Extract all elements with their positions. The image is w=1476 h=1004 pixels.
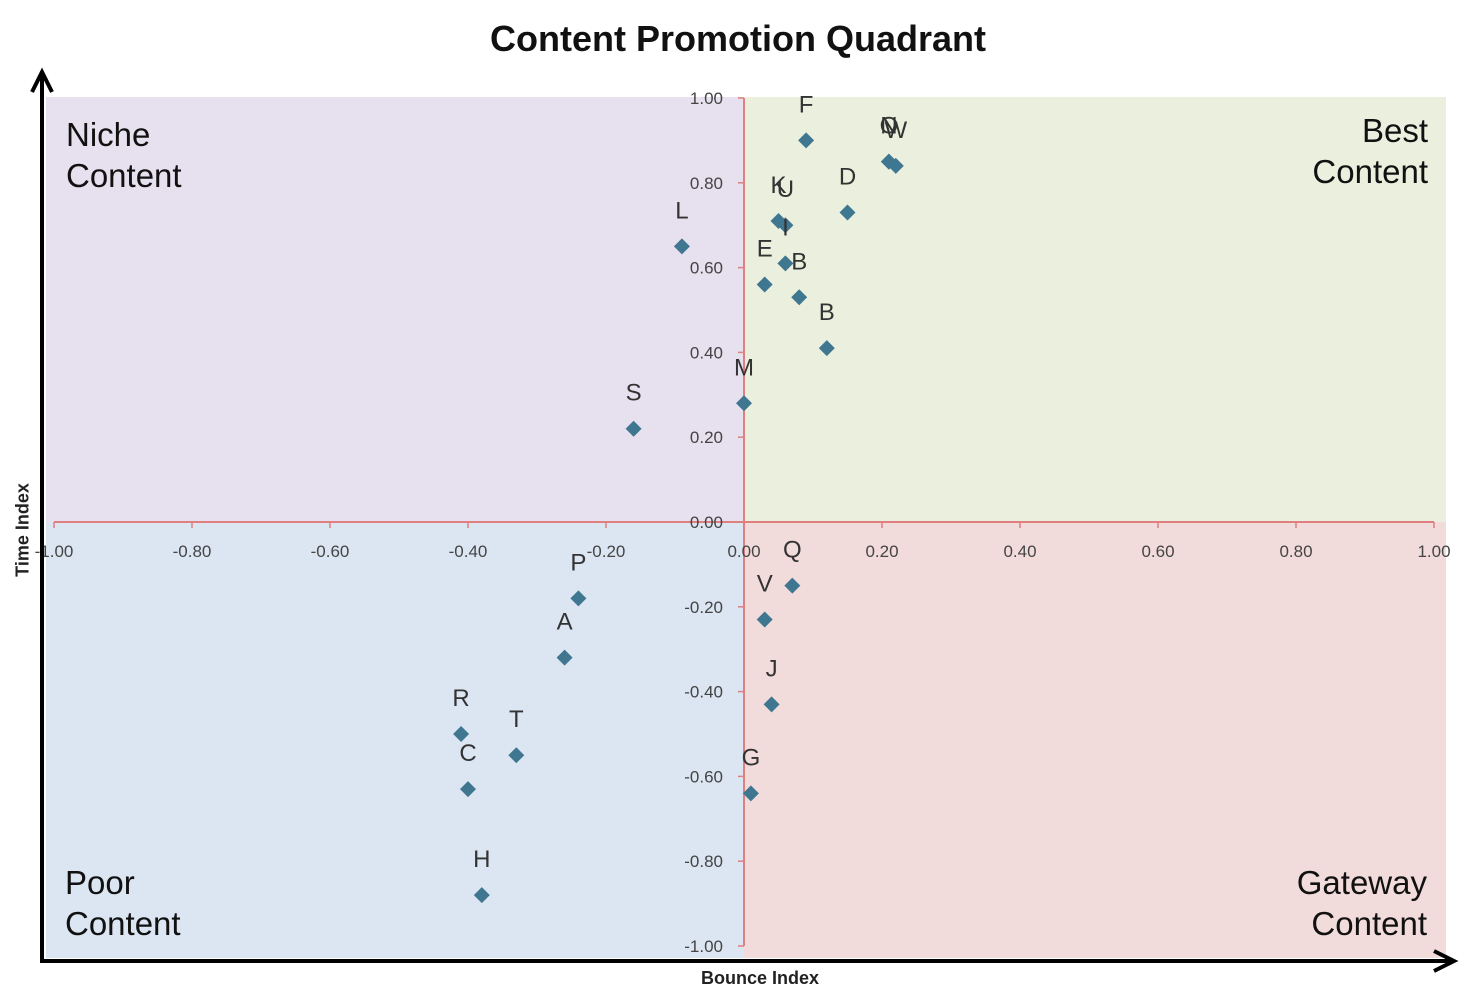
quadrant-label-gateway: Gateway Content — [1296, 864, 1427, 942]
data-point — [791, 289, 808, 306]
chart-title: Content Promotion Quadrant — [490, 18, 986, 59]
quadrant-best-bg — [744, 97, 1446, 522]
y-tick-label: 0.00 — [690, 513, 723, 532]
x-tick-label: 0.40 — [1003, 542, 1036, 561]
data-point-label: Q — [783, 537, 802, 564]
quadrant-gateway-bg — [744, 522, 1446, 958]
data-point-label: B — [819, 299, 835, 326]
x-tick-label: 1.00 — [1417, 542, 1450, 561]
x-tick-label: -1.00 — [35, 542, 74, 561]
data-point-label: S — [626, 380, 642, 407]
data-point-label: L — [675, 197, 688, 224]
data-point — [473, 887, 490, 904]
x-tick-label: 0.00 — [727, 542, 760, 561]
data-point — [784, 577, 801, 594]
data-point — [460, 781, 476, 798]
data-point-label: B — [791, 248, 807, 275]
data-point-label: D — [839, 163, 856, 190]
quadrant-label-poor: Poor Content — [65, 864, 181, 942]
data-point — [777, 255, 794, 272]
y-tick-label: 0.20 — [690, 428, 723, 447]
quadrant-niche-bg — [46, 97, 744, 522]
x-tick-label: -0.40 — [449, 542, 488, 561]
x-tick-label: -0.80 — [173, 542, 212, 561]
data-point — [570, 590, 587, 607]
y-tick-label: 0.60 — [690, 259, 723, 278]
data-point-label: R — [452, 685, 469, 712]
data-point-label: J — [766, 655, 778, 682]
data-point — [673, 238, 690, 255]
data-point-label: O — [880, 113, 899, 140]
y-tick-label: 0.80 — [690, 174, 723, 193]
data-point-label: N — [880, 113, 897, 140]
data-point-label: M — [734, 354, 754, 381]
data-point — [556, 649, 573, 666]
data-point — [756, 276, 773, 293]
quadrant-poor-bg — [46, 522, 744, 958]
data-point-label: K — [770, 172, 786, 199]
y-axis-title: Time Index — [12, 483, 33, 577]
data-point — [756, 611, 773, 628]
x-axis-title: Bounce Index — [700, 968, 820, 988]
x-tick-label: 0.60 — [1141, 542, 1174, 561]
y-tick-label: -0.80 — [684, 852, 723, 871]
x-tick-label: 0.80 — [1279, 542, 1312, 561]
data-point — [453, 726, 470, 742]
data-point-label: G — [742, 744, 761, 771]
x-axis-arrowhead — [1433, 949, 1459, 973]
data-point — [818, 340, 835, 357]
data-point — [508, 747, 525, 764]
data-point-label: C — [459, 740, 476, 767]
data-point-label: A — [557, 609, 573, 636]
data-point-label: H — [473, 846, 490, 873]
data-point-label: U — [777, 176, 794, 203]
quadrant-label-niche: Niche Content — [66, 116, 182, 194]
data-point-label: W — [884, 117, 907, 144]
data-point-label: T — [509, 706, 524, 733]
data-point-label: V — [757, 571, 773, 598]
y-tick-label: -0.60 — [684, 767, 723, 786]
data-point — [742, 785, 759, 802]
data-point — [880, 153, 897, 170]
x-tick-label: 0.20 — [865, 542, 898, 561]
data-point — [763, 696, 780, 713]
data-point — [625, 420, 642, 437]
quadrant-label-best: Best Content — [1312, 112, 1428, 190]
data-point — [777, 217, 794, 234]
data-point-label: E — [757, 236, 773, 263]
x-tick-label: -0.60 — [311, 542, 350, 561]
x-tick-label: -0.20 — [587, 542, 626, 561]
y-tick-label: 0.40 — [690, 343, 723, 362]
y-tick-label: -1.00 — [684, 937, 723, 956]
data-point — [736, 395, 752, 412]
data-point — [839, 204, 856, 221]
data-point-label: I — [782, 214, 789, 241]
y-tick-label: -0.20 — [684, 598, 723, 617]
y-tick-label: -0.40 — [684, 683, 723, 702]
data-point-label: F — [799, 91, 814, 118]
y-tick-label: 1.00 — [690, 89, 723, 108]
data-point-label: P — [570, 549, 586, 576]
data-point — [798, 132, 815, 149]
y-axis-arrowhead — [30, 67, 54, 93]
